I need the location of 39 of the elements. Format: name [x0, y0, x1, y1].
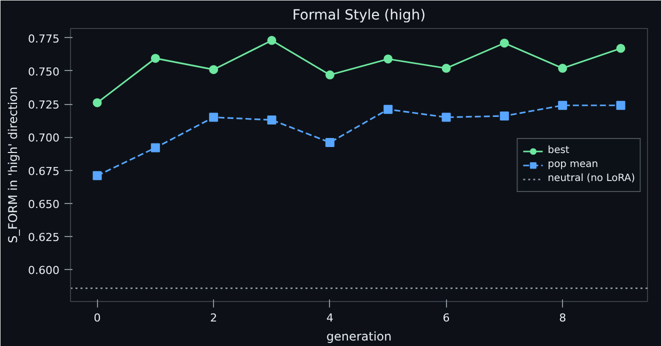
y-tick-label: 0.600	[28, 264, 60, 278]
point	[442, 112, 451, 122]
point	[325, 138, 334, 147]
legend-label: best	[548, 144, 570, 158]
y-tick-label: 0.675	[28, 164, 60, 178]
legend-label: neutral (no LoRA)	[548, 172, 635, 186]
y-tick-label: 0.625	[28, 231, 60, 244]
y-tick-label: 0.775	[28, 32, 60, 46]
y-tick-label: 0.725	[28, 98, 60, 112]
point	[150, 54, 160, 63]
point	[267, 36, 276, 45]
point	[558, 100, 568, 110]
x-tick-label: 2	[210, 312, 218, 324]
point	[150, 143, 160, 152]
point	[442, 64, 451, 73]
y-tick-label: 0.750	[28, 65, 60, 78]
y-tick-label: 0.650	[28, 198, 60, 211]
point	[558, 64, 568, 73]
point	[500, 38, 509, 48]
legend-label: pop mean	[548, 158, 598, 172]
y-axis-title: S_FORM in 'high' direction	[6, 86, 20, 244]
x-tick-label: 8	[559, 312, 566, 324]
point	[616, 100, 626, 110]
point	[92, 171, 102, 180]
y-tick-label: 0.700	[28, 132, 60, 145]
point	[209, 112, 218, 122]
point	[267, 115, 276, 124]
point	[384, 54, 393, 64]
x-tick-label: 0	[94, 312, 101, 324]
x-tick-label: 4	[326, 312, 334, 324]
point	[325, 70, 334, 80]
point	[209, 65, 218, 74]
point	[500, 111, 509, 120]
x-tick-label: 6	[442, 312, 450, 324]
point	[92, 98, 102, 108]
chart-title: Formal Style (high)	[292, 8, 426, 24]
x-axis-title: generation	[326, 330, 392, 344]
point	[616, 44, 626, 53]
point	[384, 104, 393, 114]
